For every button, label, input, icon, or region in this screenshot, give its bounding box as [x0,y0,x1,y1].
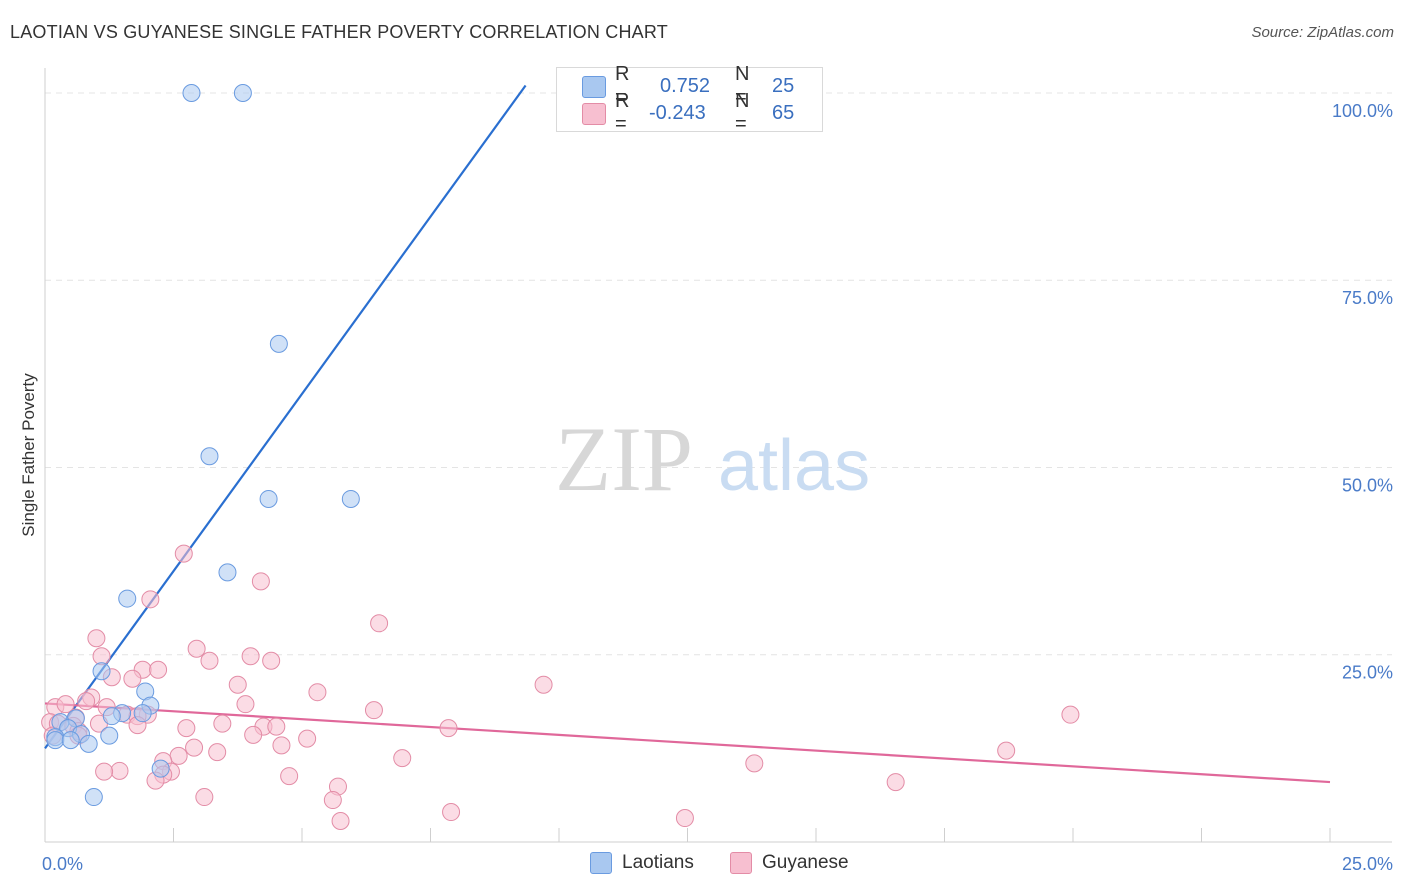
data-point-guyanese [177,719,196,738]
data-point-guyanese [534,675,553,694]
data-point-laotians [100,726,119,745]
data-point-guyanese [364,701,383,720]
data-point-guyanese [200,651,219,670]
data-point-laotians [182,83,201,102]
legend-label-laotians: Laotians [622,852,694,873]
legend-swatch-guyanese [730,852,752,874]
data-point-guyanese [439,719,458,738]
r-label: R = [615,63,630,108]
laotians-swatch [582,76,606,98]
y-axis-title: Single Father Poverty [19,373,38,537]
data-point-guyanese [1061,705,1080,724]
data-point-guyanese [886,773,905,792]
correlation-stats-box: R = 0.752 N = 25 R = -0.243 N = 65 [556,63,823,135]
series-laotians [46,83,360,807]
watermark-atlas: atlas [718,426,870,506]
data-point-laotians [84,788,103,807]
data-point-guyanese [997,741,1016,760]
data-point-guyanese [745,754,764,773]
guyanese-swatch [582,103,606,125]
data-point-guyanese [187,639,206,658]
legend-swatch-laotians [590,852,612,874]
data-point-guyanese [123,669,142,688]
data-point-laotians [118,589,137,608]
data-point-guyanese [92,647,111,666]
chart-title: LAOTIAN VS GUYANESE SINGLE FATHER POVERT… [10,22,668,42]
y-tick-label: 75.0% [1342,288,1393,308]
data-point-guyanese [77,692,96,711]
data-point-laotians [233,83,252,102]
trend-lines [44,84,1331,784]
data-point-guyanese [236,695,255,714]
n-value: 25 [772,74,795,97]
data-point-guyanese [244,725,263,744]
trend-line-guyanese [44,702,1331,784]
data-point-laotians [102,707,121,726]
data-point-guyanese [169,746,188,765]
data-point-laotians [218,563,237,582]
data-point-guyanese [251,572,270,591]
data-point-guyanese [149,660,168,679]
x-tick-label: 0.0% [42,854,83,874]
series-guyanese [41,544,1080,831]
trend-line-laotians [44,84,527,750]
source-credit: Source: ZipAtlas.com [1251,24,1394,41]
n-value: 65 [772,101,795,124]
gridlines [45,92,1392,656]
data-point-guyanese [262,651,281,670]
data-point-laotians [133,704,152,723]
data-point-laotians [151,759,170,778]
data-point-laotians [200,447,219,466]
data-point-guyanese [272,736,291,755]
r-label: R = [615,90,630,135]
x-tick-label: 25.0% [1342,854,1393,874]
data-point-guyanese [208,743,227,762]
data-point-laotians [79,734,98,753]
data-point-guyanese [174,544,193,563]
axes [44,68,1392,843]
data-point-guyanese [331,812,350,831]
data-point-guyanese [675,809,694,828]
data-point-laotians [269,334,288,353]
watermark-zip: ZIP [555,408,693,510]
data-point-guyanese [87,629,106,648]
axis-labels: 25.0% 50.0% 75.0% 100.0% 0.0% 25.0% [42,101,1393,874]
y-tick-label: 25.0% [1342,663,1393,683]
data-point-guyanese [267,717,286,736]
data-point-laotians [61,731,80,750]
data-point-laotians [259,489,278,508]
n-label: N = [735,90,750,135]
data-point-guyanese [280,767,299,786]
data-point-guyanese [370,614,389,633]
legend-label-guyanese: Guyanese [762,852,849,873]
data-point-guyanese [323,791,342,810]
data-point-guyanese [110,761,129,780]
data-point-laotians [46,731,65,750]
data-point-guyanese [308,683,327,702]
r-value: 0.752 [660,74,711,97]
data-point-guyanese [442,803,461,822]
data-point-guyanese [185,738,204,757]
data-point-guyanese [228,675,247,694]
data-point-guyanese [393,749,412,768]
legend-item-laotians: Laotians [590,852,694,874]
data-points [41,83,1080,831]
data-point-guyanese [298,729,317,748]
data-point-guyanese [141,590,160,609]
data-point-guyanese [195,788,214,807]
r-value: -0.243 [649,101,706,124]
data-point-guyanese [241,647,260,666]
data-point-laotians [341,489,360,508]
data-point-guyanese [213,714,232,733]
data-point-laotians [92,662,111,681]
n-label: N = [735,63,750,108]
legend-item-guyanese: Guyanese [730,852,849,874]
y-tick-label: 100.0% [1332,101,1393,121]
y-tick-label: 50.0% [1342,475,1393,495]
data-point-guyanese [95,762,114,781]
data-point-guyanese [56,695,75,714]
